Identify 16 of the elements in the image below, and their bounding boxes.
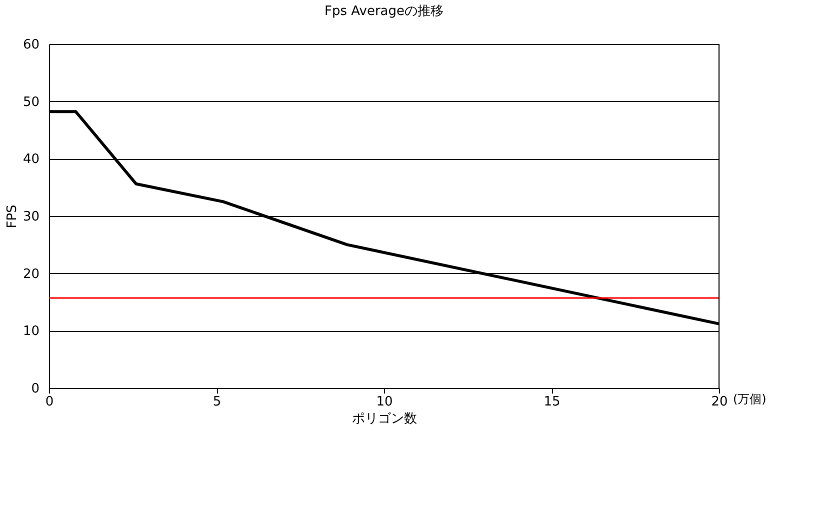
- x-tick-label: 10: [376, 394, 393, 410]
- y-tick-label: 50: [22, 94, 40, 110]
- text: (万個): [733, 392, 766, 406]
- y-tick-label: 0: [31, 382, 40, 396]
- chart-title: Fps Averageの推移: [324, 4, 444, 19]
- y-tick-label: 30: [22, 210, 40, 224]
- x-tick-label: 20: [711, 394, 728, 410]
- y-axis-title: FPS: [4, 204, 20, 228]
- y-tick-label: 40: [22, 152, 40, 168]
- y-tick-label: 10: [22, 324, 40, 340]
- y-tick-label: 60: [22, 38, 40, 52]
- x-tick-label: 0: [45, 394, 54, 410]
- x-tick-label: 15: [544, 394, 560, 410]
- x-axis-title: ポリゴン数: [352, 412, 417, 426]
- y-tick-label: 20: [22, 266, 40, 282]
- x-tick-label: 5: [212, 394, 222, 410]
